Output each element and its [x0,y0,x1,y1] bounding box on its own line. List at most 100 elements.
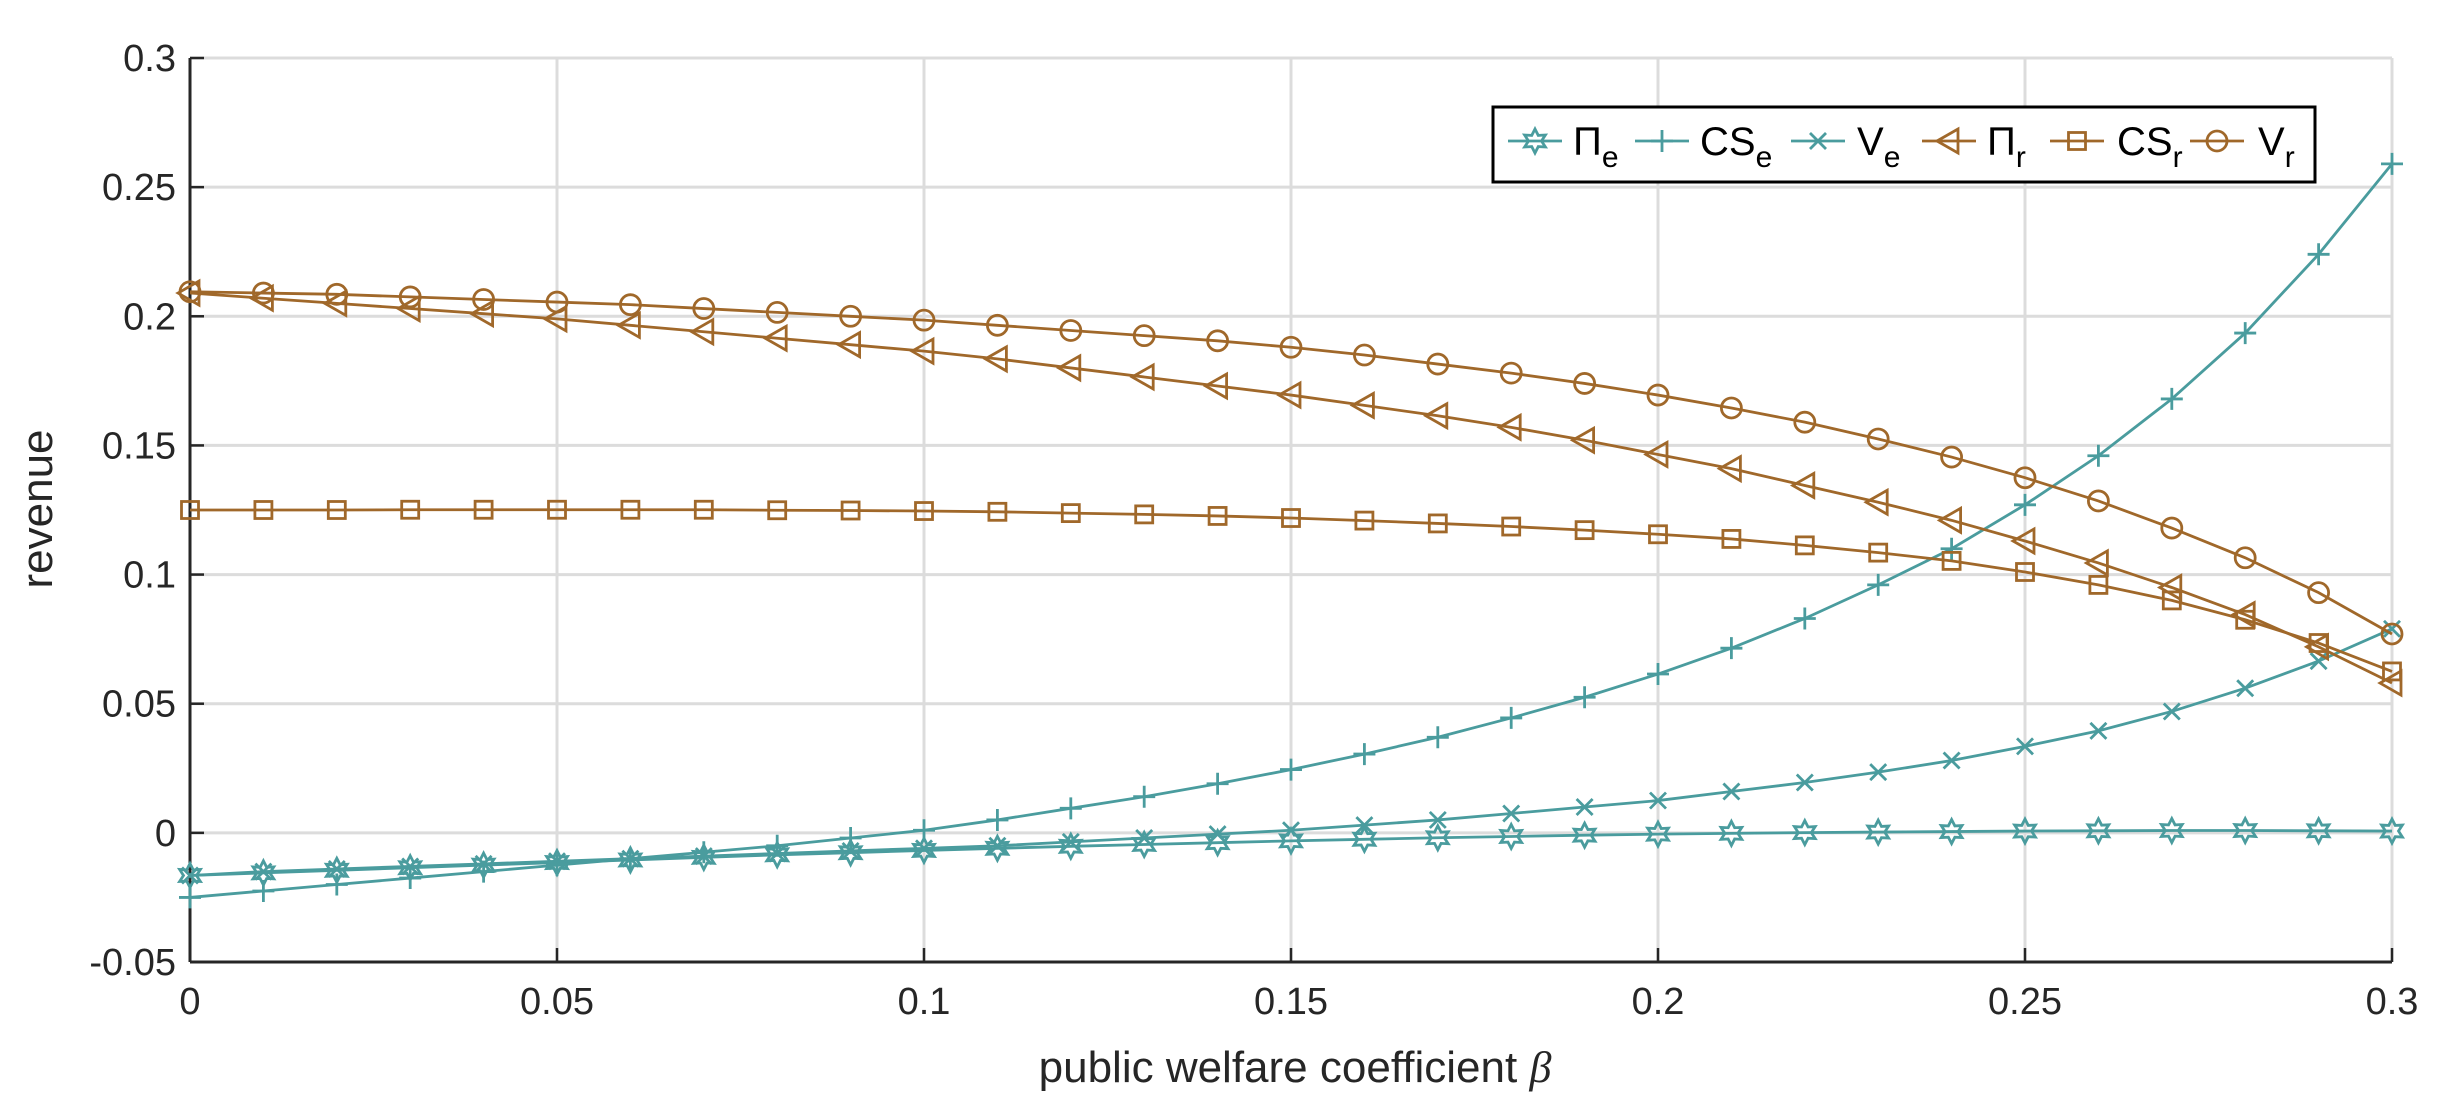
x-axis-label: public welfare coefficient β [1039,1043,1552,1092]
data-point [1353,743,1376,766]
data-point [767,500,788,521]
data-point [1426,726,1449,749]
series-CS-r [180,499,2402,682]
data-point [2233,546,2257,570]
y-tick-label: -0.05 [89,942,176,984]
data-point [1498,821,1525,852]
data-point [982,344,1008,374]
data-point [1059,797,1082,820]
data-point [615,310,641,340]
data-point [1865,816,1892,848]
data-point [1207,506,1228,526]
data-point [914,501,934,521]
data-point [400,499,421,520]
data-point [2086,489,2110,513]
y-tick-label: 0.05 [102,684,176,726]
data-point [986,313,1009,337]
data-point [764,839,791,870]
data-point [2236,679,2255,698]
data-point [1135,829,1154,848]
data-point [395,294,421,323]
data-point [1202,371,1228,401]
data-point [1867,573,1890,596]
data-point [468,299,495,329]
data-point [1794,535,1815,556]
data-point [620,499,641,520]
data-point [910,835,938,866]
data-point [692,297,716,320]
data-point [840,500,861,521]
data-point [1499,361,1523,385]
data-point [693,499,714,520]
x-tick-label: 0.2 [1632,981,1685,1023]
data-point [1133,785,1156,808]
x-tick-label: 0 [179,981,200,1023]
data-point [2158,815,2185,846]
data-point [2307,581,2331,605]
data-point [2083,548,2109,578]
data-point [1426,352,1450,376]
data-point [2382,661,2402,682]
data-point [181,866,199,885]
data-point [1501,516,1522,537]
data-point [1355,816,1374,835]
data-point [1281,508,1301,528]
data-point [1647,663,1669,686]
legend-label: Ve [1857,120,1900,174]
data-point [1795,773,1814,792]
data-point [1716,454,1742,484]
data-point [325,282,349,306]
data-point [2378,815,2406,847]
legend-marker [1521,125,1549,157]
legend-label-subscript: e [1756,141,1773,174]
data-point [1571,820,1598,851]
x-axis-label-symbol: β [1528,1043,1551,1092]
data-point [548,852,566,871]
data-point [1351,824,1378,855]
data-point [545,290,569,314]
data-point [1500,706,1523,729]
data-point [1646,383,1670,407]
data-point [1055,353,1082,383]
data-point [617,844,644,876]
legend: Πe CSe Ve Πr CSr Vr [1491,105,2317,184]
data-point [321,288,348,318]
data-point [180,500,200,520]
data-point [1428,810,1447,829]
data-point [2010,526,2036,556]
data-point [252,879,275,902]
data-point [2383,619,2401,638]
x-tick-label: 0.3 [2366,981,2419,1023]
data-point [839,827,862,850]
tick-labels: 0 0.05 0.1 0.15 0.2 0.25 0.3-0.0500.050.10.150… [89,38,2418,1023]
data-point [987,501,1008,522]
data-point [2380,622,2404,646]
data-point [2156,573,2183,602]
legend-box [1491,105,2317,184]
legend-item: Vr [2190,120,2295,174]
data-point [399,867,422,890]
x-axis-label-text: public welfare coefficient [1039,1043,1518,1092]
data-point [2088,575,2109,595]
data-point [2087,444,2110,467]
series-Π-r [175,278,2403,698]
legend-label-main: Π [1987,120,2016,164]
data-point [1574,520,1595,541]
legend-label-main: V [2258,120,2285,164]
data-point [2162,702,2181,721]
legend-label: Πe [1573,120,1619,174]
legend-label-subscript: r [2173,141,2183,174]
data-point [1204,827,1231,858]
data-point [1282,821,1300,840]
legend-label-subscript: e [1884,141,1901,174]
data-point [1938,816,1965,847]
data-point [2160,516,2184,540]
data-point [1718,818,1745,849]
series-group [175,152,2406,909]
data-point [473,499,494,520]
data-point [472,288,496,311]
data-point [1720,637,1743,660]
data-point [912,308,936,332]
data-point [1206,329,1229,353]
data-point [1720,396,1743,420]
